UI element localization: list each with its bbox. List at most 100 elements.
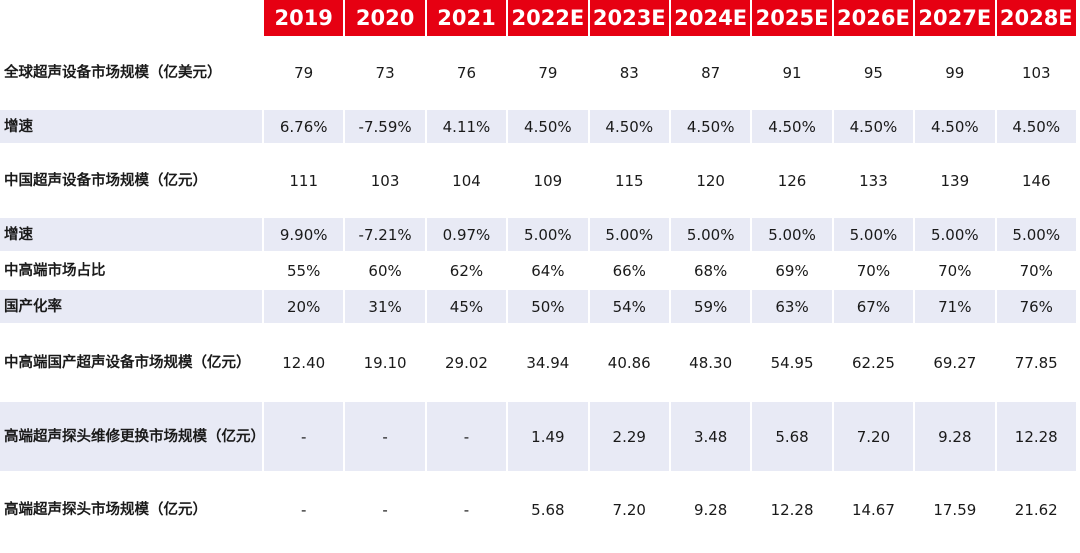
table-cell: 60% bbox=[345, 254, 425, 290]
table-cell: 83 bbox=[589, 38, 669, 110]
table-cell: 4.50% bbox=[833, 110, 914, 146]
row-label: 增速 bbox=[0, 218, 262, 254]
table-cell: 146 bbox=[996, 146, 1076, 218]
table-cell: 21.62 bbox=[996, 474, 1076, 548]
table-cell: 5.68 bbox=[752, 402, 832, 474]
table-cell: 73 bbox=[345, 38, 425, 110]
table-row: 高端超声探头维修更换市场规模（亿元） - - - 1.49 2.29 3.48 … bbox=[0, 402, 1076, 474]
table-cell: 5.00% bbox=[915, 218, 995, 254]
row-label: 增速 bbox=[0, 110, 262, 146]
table-cell: 3.48 bbox=[670, 402, 751, 474]
table-cell: 20% bbox=[264, 290, 344, 326]
table-cell: 4.50% bbox=[508, 110, 588, 146]
table-cell: 115 bbox=[589, 146, 669, 218]
table-cell: 111 bbox=[264, 146, 344, 218]
table-cell: 76 bbox=[426, 38, 507, 110]
table-cell: 12.28 bbox=[996, 402, 1076, 474]
table-cell: 99 bbox=[915, 38, 995, 110]
table-cell: 31% bbox=[345, 290, 425, 326]
table-cell: - bbox=[264, 402, 344, 474]
year-header: 2022E bbox=[508, 0, 588, 38]
table-cell: 70% bbox=[915, 254, 995, 290]
year-header: 2025E bbox=[752, 0, 832, 38]
table-cell: 4.50% bbox=[752, 110, 832, 146]
row-label: 国产化率 bbox=[0, 290, 262, 326]
table-cell: 67% bbox=[833, 290, 914, 326]
year-header: 2026E bbox=[833, 0, 914, 38]
header-corner-cell bbox=[0, 0, 262, 38]
table-cell: 5.68 bbox=[508, 474, 588, 548]
table-cell: 69% bbox=[752, 254, 832, 290]
table-cell: 79 bbox=[508, 38, 588, 110]
table-header: 2019 2020 2021 2022E 2023E 2024E 2025E 2… bbox=[0, 0, 1076, 38]
table-cell: 5.00% bbox=[833, 218, 914, 254]
table-cell: 104 bbox=[426, 146, 507, 218]
table-cell: 63% bbox=[752, 290, 832, 326]
table-cell: 5.00% bbox=[508, 218, 588, 254]
table-cell: 17.59 bbox=[915, 474, 995, 548]
table-cell: - bbox=[345, 474, 425, 548]
table-cell: 70% bbox=[996, 254, 1076, 290]
table-cell: 19.10 bbox=[345, 326, 425, 402]
year-header: 2028E bbox=[996, 0, 1076, 38]
table-cell: 77.85 bbox=[996, 326, 1076, 402]
table-cell: 103 bbox=[345, 146, 425, 218]
table-cell: 9.90% bbox=[264, 218, 344, 254]
table-cell: 95 bbox=[833, 38, 914, 110]
table-cell: 66% bbox=[589, 254, 669, 290]
table-cell: 9.28 bbox=[670, 474, 751, 548]
table-row: 中高端国产超声设备市场规模（亿元） 12.40 19.10 29.02 34.9… bbox=[0, 326, 1076, 402]
table-cell: 4.50% bbox=[589, 110, 669, 146]
table-cell: 4.11% bbox=[426, 110, 507, 146]
table-cell: 50% bbox=[508, 290, 588, 326]
table-row: 增速 6.76% -7.59% 4.11% 4.50% 4.50% 4.50% … bbox=[0, 110, 1076, 146]
table-cell: 64% bbox=[508, 254, 588, 290]
table-cell: 109 bbox=[508, 146, 588, 218]
year-header: 2019 bbox=[264, 0, 344, 38]
table-cell: 91 bbox=[752, 38, 832, 110]
row-label: 高端超声探头市场规模（亿元） bbox=[0, 474, 262, 548]
table-cell: 69.27 bbox=[915, 326, 995, 402]
row-label: 中高端市场占比 bbox=[0, 254, 262, 290]
table-cell: 79 bbox=[264, 38, 344, 110]
table-cell: 87 bbox=[670, 38, 751, 110]
table-cell: 4.50% bbox=[996, 110, 1076, 146]
table-body: 全球超声设备市场规模（亿美元） 79 73 76 79 83 87 91 95 … bbox=[0, 38, 1076, 548]
table-cell: - bbox=[345, 402, 425, 474]
table-cell: 2.29 bbox=[589, 402, 669, 474]
table-row: 国产化率 20% 31% 45% 50% 54% 59% 63% 67% 71%… bbox=[0, 290, 1076, 326]
table-cell: 48.30 bbox=[670, 326, 751, 402]
table-row: 全球超声设备市场规模（亿美元） 79 73 76 79 83 87 91 95 … bbox=[0, 38, 1076, 110]
year-header: 2021 bbox=[426, 0, 507, 38]
table-cell: 76% bbox=[996, 290, 1076, 326]
table-cell: 5.00% bbox=[589, 218, 669, 254]
table-cell: 12.40 bbox=[264, 326, 344, 402]
table-cell: 1.49 bbox=[508, 402, 588, 474]
table-cell: 70% bbox=[833, 254, 914, 290]
table-cell: -7.21% bbox=[345, 218, 425, 254]
year-header: 2020 bbox=[345, 0, 425, 38]
table-cell: 29.02 bbox=[426, 326, 507, 402]
table-cell: 54% bbox=[589, 290, 669, 326]
table-cell: 62% bbox=[426, 254, 507, 290]
table-cell: 4.50% bbox=[915, 110, 995, 146]
row-label: 高端超声探头维修更换市场规模（亿元） bbox=[0, 402, 265, 474]
table-cell: 7.20 bbox=[833, 402, 914, 474]
table-cell: 71% bbox=[915, 290, 995, 326]
table-row: 增速 9.90% -7.21% 0.97% 5.00% 5.00% 5.00% … bbox=[0, 218, 1076, 254]
table-cell: 5.00% bbox=[670, 218, 751, 254]
table-row: 中国超声设备市场规模（亿元） 111 103 104 109 115 120 1… bbox=[0, 146, 1076, 218]
table-cell: 9.28 bbox=[915, 402, 995, 474]
row-label: 全球超声设备市场规模（亿美元） bbox=[0, 38, 262, 110]
table-cell: 0.97% bbox=[426, 218, 507, 254]
table-cell: 5.00% bbox=[996, 218, 1076, 254]
table-cell: 62.25 bbox=[833, 326, 914, 402]
table-cell: 59% bbox=[670, 290, 751, 326]
row-label: 中高端国产超声设备市场规模（亿元） bbox=[0, 326, 262, 402]
table-cell: 120 bbox=[670, 146, 751, 218]
year-header: 2027E bbox=[915, 0, 995, 38]
row-label: 中国超声设备市场规模（亿元） bbox=[0, 146, 262, 218]
table-row: 中高端市场占比 55% 60% 62% 64% 66% 68% 69% 70% … bbox=[0, 254, 1076, 290]
table-cell: 4.50% bbox=[670, 110, 751, 146]
